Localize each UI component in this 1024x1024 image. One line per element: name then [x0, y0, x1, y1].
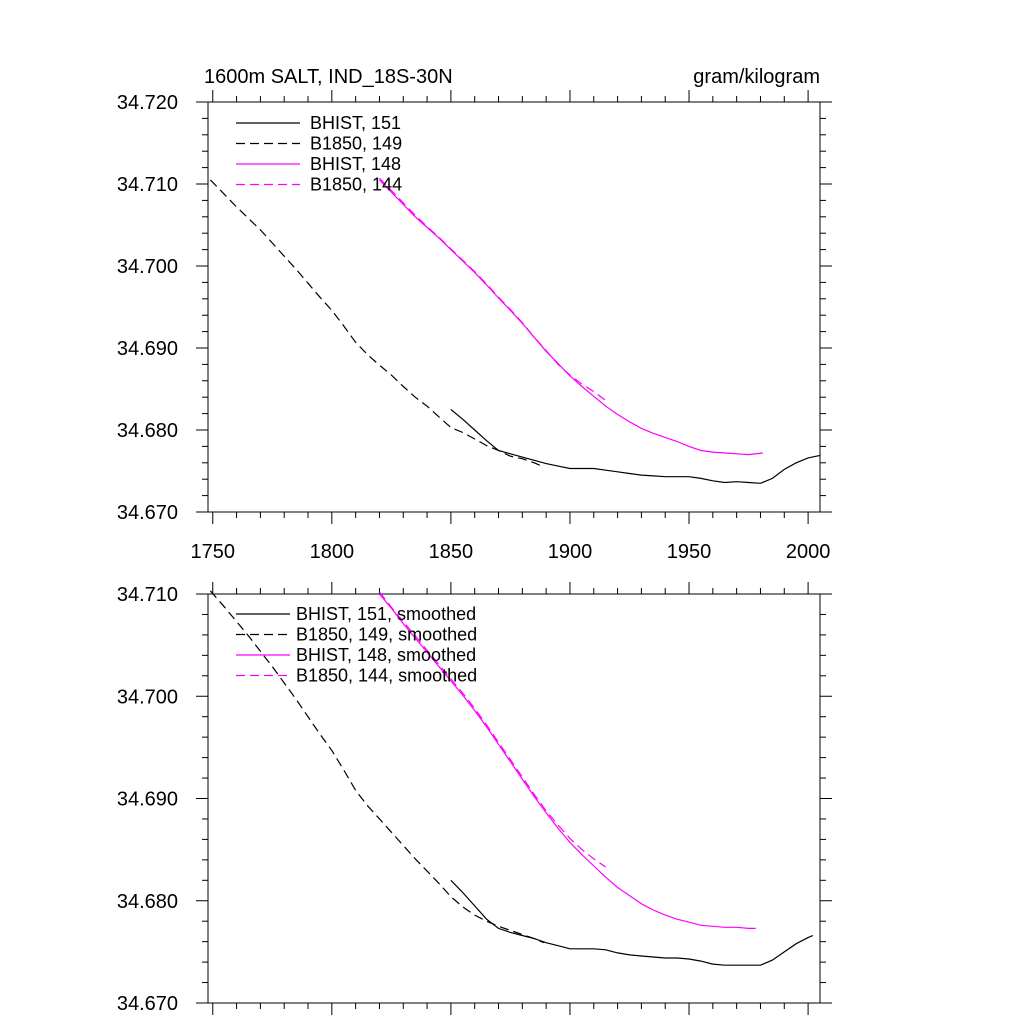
legend-label: BHIST, 148: [310, 154, 401, 174]
legend-label: BHIST, 151: [310, 113, 401, 133]
x-tick-label: 1950: [667, 541, 712, 563]
top-panel-units: gram/kilogram: [693, 66, 820, 88]
top-panel-series: [209, 177, 821, 484]
series-line-bhist-151-smoothed: [450, 879, 814, 966]
series-line-bhist-148-smoothed: [379, 593, 756, 930]
y-tick-label: 34.670: [117, 502, 178, 524]
top-panel-axes: 34.670 34.680 34.690 34.700 34.710 34.720 1750…: [117, 90, 832, 563]
y-tick-label: 34.690: [117, 338, 178, 360]
bottom-panel-series: [209, 590, 814, 966]
bottom-panel: 34.670 34.680 34.690 34.700 34.710 BHIST, 15…: [117, 582, 832, 1015]
y-tick-label: 34.700: [117, 686, 178, 708]
y-tick-label: 34.690: [117, 789, 178, 811]
y-tick-label: 34.700: [117, 256, 178, 278]
legend-label: B1850, 149, smoothed: [296, 625, 477, 645]
x-tick-label: 2000: [786, 541, 831, 563]
y-tick-label: 34.720: [117, 92, 178, 114]
plot-frame: [207, 101, 821, 513]
legend-label: BHIST, 148, smoothed: [296, 645, 476, 665]
series-line-b1850-144: [379, 177, 607, 401]
y-tick-label: 34.670: [117, 993, 178, 1015]
series-line-bhist-151: [450, 409, 821, 484]
x-tick-label: 1850: [429, 541, 474, 563]
y-tick-label: 34.710: [117, 584, 178, 606]
top-panel-title: 1600m SALT, IND_18S-30N: [204, 66, 453, 88]
y-tick-label: 34.680: [117, 420, 178, 442]
legend-label: BHIST, 151, smoothed: [296, 604, 476, 624]
y-tick-label: 34.680: [117, 891, 178, 913]
legend-label: B1850, 149: [310, 134, 402, 154]
x-tick-label: 1800: [310, 541, 355, 563]
x-tick-label: 1750: [191, 541, 236, 563]
x-tick-label: 1900: [548, 541, 593, 563]
top-panel: 1600m SALT, IND_18S-30N gram/kilogram 34…: [117, 66, 832, 563]
legend-label: B1850, 144: [310, 175, 402, 195]
legend-label: B1850, 144, smoothed: [296, 666, 477, 686]
bottom-panel-axes: 34.670 34.680 34.690 34.700 34.710: [117, 582, 832, 1015]
series-line-b1850-149-smoothed: [209, 590, 545, 944]
series-line-b1850-144-smoothed: [379, 591, 607, 868]
y-tick-label: 34.710: [117, 174, 178, 196]
